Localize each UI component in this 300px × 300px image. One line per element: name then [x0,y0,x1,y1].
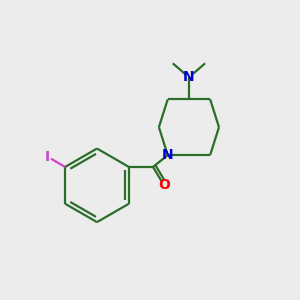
Text: O: O [158,178,170,192]
Text: N: N [162,148,174,162]
Text: N: N [183,70,195,84]
Text: I: I [45,150,50,164]
